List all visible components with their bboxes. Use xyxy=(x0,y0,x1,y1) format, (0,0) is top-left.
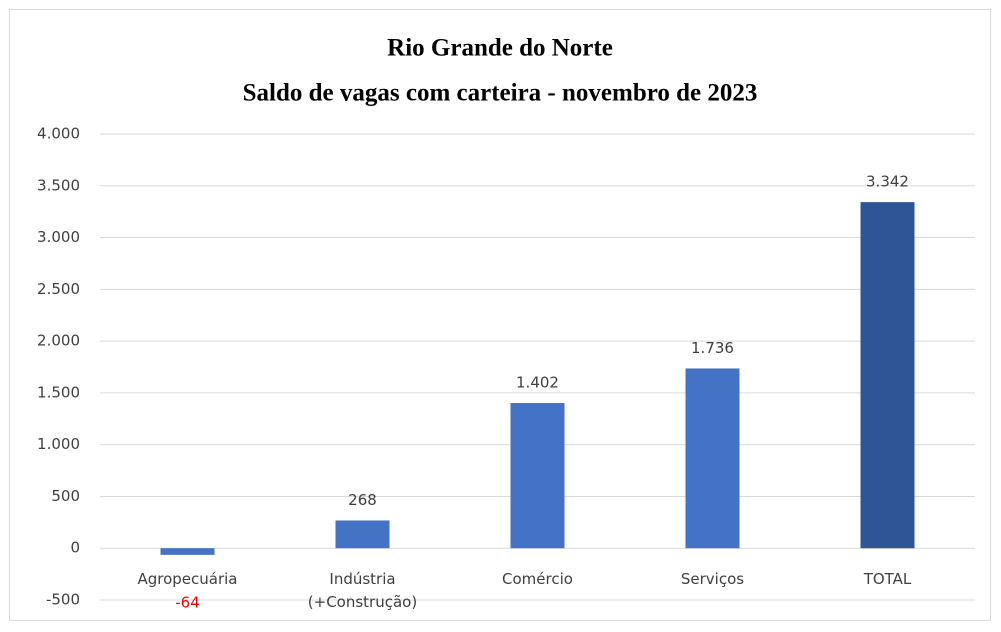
y-tick-label: 2.000 xyxy=(37,332,80,350)
y-tick-label: 4.000 xyxy=(37,125,80,143)
y-tick-label: 1.500 xyxy=(37,383,80,401)
chart-title: Rio Grande do Norte xyxy=(387,35,613,62)
chart-frame xyxy=(9,9,991,621)
y-tick-label: 0 xyxy=(70,539,80,557)
data-label: 1.736 xyxy=(691,339,734,357)
data-label: 3.342 xyxy=(866,173,909,191)
y-tick-label: 1.000 xyxy=(37,435,80,453)
bar xyxy=(510,403,565,549)
x-tick-label: TOTAL xyxy=(863,570,912,588)
data-label: -64 xyxy=(175,594,200,612)
y-tick-label: -500 xyxy=(46,591,80,609)
data-label: 1.402 xyxy=(516,374,559,392)
y-tick-label: 3.500 xyxy=(37,176,80,194)
y-tick-label: 3.000 xyxy=(37,228,80,246)
x-tick-label: Indústria (+Construção) xyxy=(307,570,418,611)
x-tick-label: Serviços xyxy=(680,570,745,588)
data-label: 268 xyxy=(348,491,377,509)
y-tick-label: 500 xyxy=(51,487,80,505)
bar xyxy=(685,368,740,549)
bar xyxy=(160,548,215,555)
x-tick-label: Comércio xyxy=(502,570,573,588)
bar xyxy=(335,520,390,549)
bar xyxy=(860,202,915,549)
chart-subtitle: Saldo de vagas com carteira - novembro d… xyxy=(243,80,758,107)
y-tick-label: 2.500 xyxy=(37,280,80,298)
x-tick-label: Agropecuária xyxy=(137,570,238,588)
